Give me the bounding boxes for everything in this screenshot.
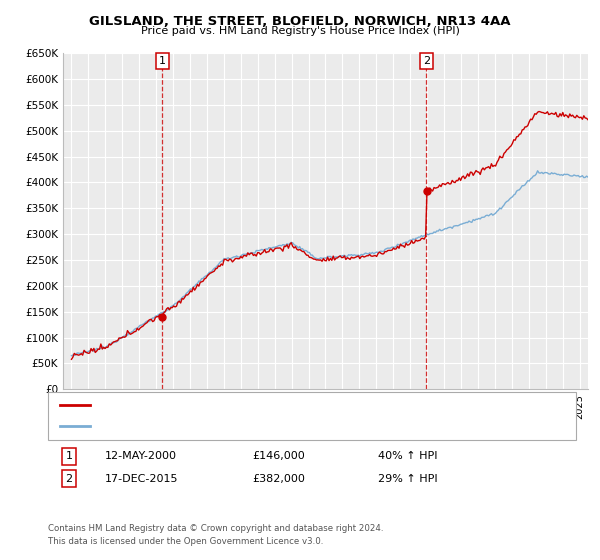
Text: 2: 2 xyxy=(423,56,430,66)
Text: £146,000: £146,000 xyxy=(252,451,305,461)
Text: 29% ↑ HPI: 29% ↑ HPI xyxy=(378,474,437,484)
Text: 1: 1 xyxy=(159,56,166,66)
Text: 40% ↑ HPI: 40% ↑ HPI xyxy=(378,451,437,461)
Text: This data is licensed under the Open Government Licence v3.0.: This data is licensed under the Open Gov… xyxy=(48,537,323,546)
Text: GILSLAND, THE STREET, BLOFIELD, NORWICH, NR13 4AA (detached house): GILSLAND, THE STREET, BLOFIELD, NORWICH,… xyxy=(99,400,467,410)
Text: GILSLAND, THE STREET, BLOFIELD, NORWICH, NR13 4AA: GILSLAND, THE STREET, BLOFIELD, NORWICH,… xyxy=(89,15,511,28)
Text: Price paid vs. HM Land Registry's House Price Index (HPI): Price paid vs. HM Land Registry's House … xyxy=(140,26,460,36)
Text: 17-DEC-2015: 17-DEC-2015 xyxy=(105,474,179,484)
Text: 2: 2 xyxy=(65,474,73,484)
Text: 12-MAY-2000: 12-MAY-2000 xyxy=(105,451,177,461)
Text: £382,000: £382,000 xyxy=(252,474,305,484)
Text: Contains HM Land Registry data © Crown copyright and database right 2024.: Contains HM Land Registry data © Crown c… xyxy=(48,524,383,533)
Text: 1: 1 xyxy=(65,451,73,461)
Text: HPI: Average price, detached house, Broadland: HPI: Average price, detached house, Broa… xyxy=(99,421,329,431)
